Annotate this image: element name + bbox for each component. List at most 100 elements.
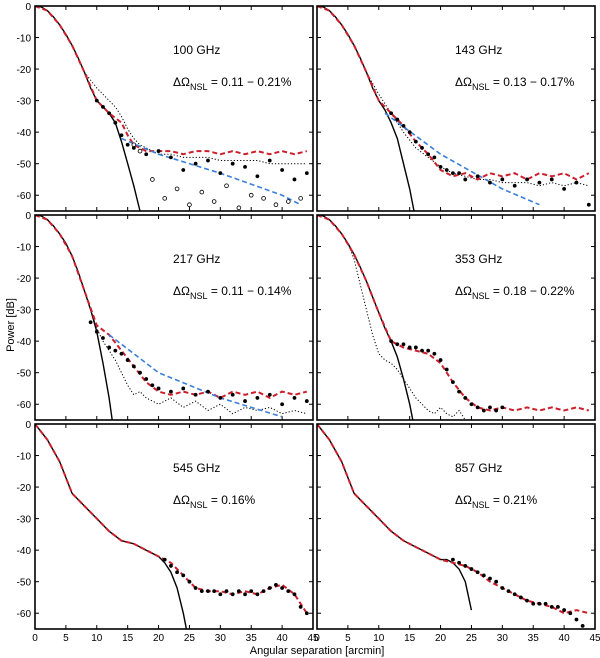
omega-value: = 0.18 − 0.22% <box>490 284 575 298</box>
series-measured-point <box>199 589 204 594</box>
series-measured-open-point <box>273 202 279 207</box>
series-measured-point <box>144 377 149 381</box>
series-measured-point <box>144 152 149 157</box>
series-measured-point <box>101 336 105 340</box>
y-tick-label: -30 <box>17 515 32 526</box>
y-tick-label: 0 <box>25 420 31 431</box>
omega-prefix: ΔΩ <box>455 75 472 89</box>
series-measured-point <box>267 392 272 397</box>
x-tick-label: 25 <box>184 633 196 644</box>
panel-frame <box>34 5 314 212</box>
series-measured-point <box>475 570 480 575</box>
series-measured-point <box>212 589 217 594</box>
series-measured-point <box>407 345 412 350</box>
x-tick-label: 15 <box>122 633 134 644</box>
series-measured-point <box>218 171 223 176</box>
x-tick-label: 40 <box>559 633 571 644</box>
omega-prefix: ΔΩ <box>455 284 472 298</box>
omega-subscript: NSL <box>190 82 208 92</box>
series-measured-point <box>512 183 517 188</box>
series-measured-point <box>500 177 505 182</box>
series-main-beam-line <box>35 424 188 629</box>
plot-area <box>35 424 309 629</box>
series-measured-point <box>107 345 112 350</box>
series-measured-point <box>420 348 424 353</box>
series-measured-point <box>389 339 394 344</box>
y-tick-label: -30 <box>17 306 32 317</box>
series-measured-point <box>537 180 542 185</box>
series-measured-point <box>494 579 499 584</box>
series-measured-point <box>562 608 567 612</box>
series-measured-point <box>193 586 198 590</box>
series-measured-open-point <box>211 199 217 204</box>
series-measured-point <box>457 389 461 394</box>
series-measured-point <box>113 348 118 353</box>
x-axis-label: Angular separation [arcmin] <box>250 645 385 657</box>
omega-annotation: ΔΩNSL = 0.16% <box>173 493 256 510</box>
series-measured-point <box>187 579 192 584</box>
series-measured-point <box>500 405 505 410</box>
series-model-line <box>317 424 590 615</box>
series-measured-point <box>401 123 406 128</box>
y-tick-label: -40 <box>17 546 32 557</box>
y-tick-label: 0 <box>25 2 31 13</box>
x-tick-label: 45 <box>589 633 600 644</box>
series-measured-point <box>292 177 297 182</box>
panel-top-right: 143 GHz ΔΩNSL = 0.13 − 0.17% <box>316 5 596 212</box>
series-measured-point <box>230 161 235 166</box>
series-measured-point <box>304 399 309 403</box>
series-measured-point <box>255 592 260 597</box>
series-measured-point <box>304 611 309 616</box>
series-measured-point <box>267 158 272 163</box>
series-measured-point <box>500 586 505 590</box>
y-axis-label: Power [dB] <box>5 298 17 352</box>
panel-middle-right: 353 GHz ΔΩNSL = 0.18 − 0.22% <box>316 214 596 421</box>
series-measured-point <box>218 396 223 400</box>
x-tick-label: 5 <box>63 633 69 644</box>
series-measured-point <box>150 383 155 388</box>
series-measured-point <box>451 171 455 176</box>
series-measured-open-point <box>298 196 303 201</box>
series-main-beam-line <box>35 215 113 420</box>
series-measured-point <box>206 589 210 594</box>
series-measured-point <box>413 139 418 144</box>
x-tick-label: 25 <box>466 633 478 644</box>
series-measured-point <box>574 180 579 185</box>
omega-value: = 0.16% <box>208 493 256 507</box>
y-tick-label: -40 <box>17 128 32 139</box>
series-measured-point <box>395 342 400 347</box>
series-measured-point <box>420 146 424 150</box>
series-measured-point <box>94 329 99 334</box>
omega-value: = 0.11 − 0.14% <box>208 284 292 298</box>
x-tick-label: 10 <box>373 633 385 644</box>
panel-bottom-right: 0 5 10 15 20 25 30 35 40 45 857 GHz ΔΩNSL = 0.21% <box>314 423 600 644</box>
series-measured-point <box>119 133 124 138</box>
series-measured-point <box>426 152 431 157</box>
omega-annotation: ΔΩNSL = 0.13 − 0.17% <box>455 75 575 92</box>
series-measured-point <box>432 155 437 160</box>
series-measured-point <box>280 586 285 590</box>
series-measured-point <box>169 389 173 394</box>
omega-subscript: NSL <box>190 500 208 510</box>
y-tick-label: -10 <box>17 34 32 45</box>
series-measured-point <box>218 592 223 597</box>
y-tick-label: -30 <box>17 97 32 108</box>
series-measured-point <box>243 399 247 403</box>
series-measured-point <box>113 120 118 125</box>
frequency-label: 100 GHz <box>173 43 220 57</box>
series-measured-point <box>457 171 461 176</box>
series-measured-point <box>444 367 449 372</box>
series-model-line <box>35 215 308 400</box>
series-measured-open-point <box>137 148 143 154</box>
x-tick-label: 10 <box>91 633 103 644</box>
series-measured-point <box>568 611 573 616</box>
y-tick-label: -20 <box>17 483 32 494</box>
series-measured-point <box>206 389 210 394</box>
y-tick-label: -50 <box>17 369 32 380</box>
omega-value: = 0.21% <box>490 493 538 507</box>
y-tick-label: -50 <box>17 160 32 171</box>
series-measured-point <box>531 601 536 606</box>
series-measured-open-point <box>236 205 242 211</box>
series-measured-point <box>537 601 542 606</box>
